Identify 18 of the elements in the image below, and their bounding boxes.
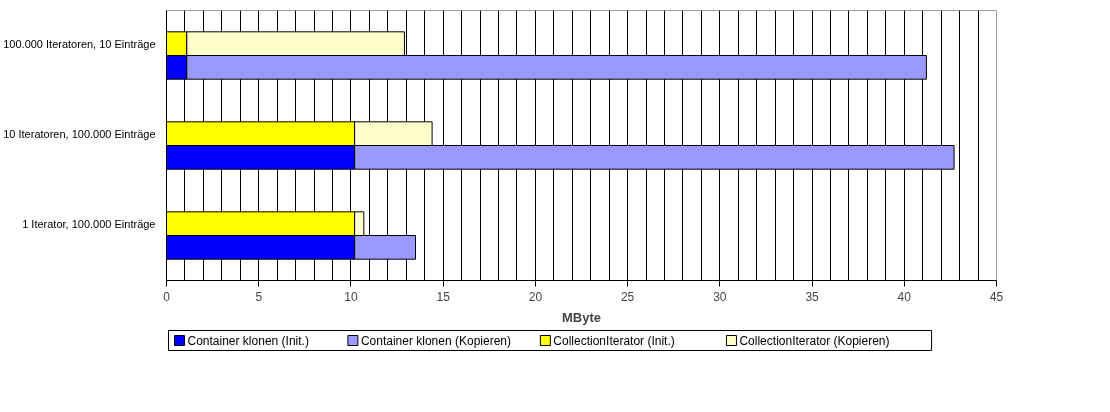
legend-label: Container klonen (Kopieren) [360,333,511,348]
x-tick-label: 0 [163,289,171,304]
x-axis-title: MByte [562,309,602,325]
x-tick-label: 35 [805,289,820,304]
legend-label: CollectionIterator (Init.) [553,333,675,348]
legend-label: CollectionIterator (Kopieren) [739,333,890,348]
y-tick-label: 100.000 Iteratoren, 10 Einträge [3,37,156,50]
x-tick-label: 10 [344,289,358,304]
x-tick-label: 25 [620,289,635,304]
y-tick-label: 10 Iteratoren, 100.000 Einträge [3,127,156,140]
y-tick-label: 1 Iterator, 100.000 Einträge [22,217,156,230]
x-tick-label: 40 [897,289,912,304]
x-tick-label: 20 [528,289,543,304]
x-tick-label: 45 [989,289,1004,304]
x-tick-label: 15 [436,289,451,304]
x-tick-label: 30 [713,289,727,304]
x-tick-label: 5 [255,289,263,304]
legend-label: Container klonen (Init.) [187,333,309,348]
